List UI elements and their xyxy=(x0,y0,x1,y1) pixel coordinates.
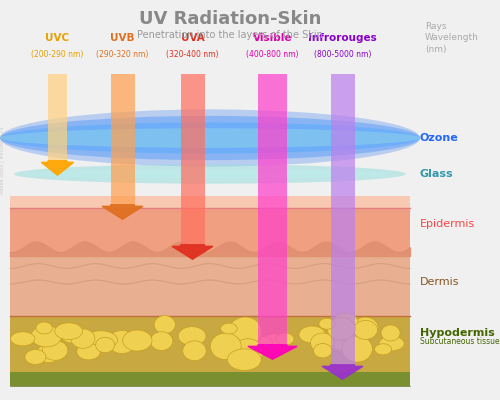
Ellipse shape xyxy=(42,340,68,360)
Text: UVA: UVA xyxy=(180,33,204,43)
Bar xyxy=(48,74,67,161)
Text: Penetration into the layers of the Skin: Penetration into the layers of the Skin xyxy=(137,30,323,40)
Bar xyxy=(180,74,204,245)
Text: Ozone: Ozone xyxy=(420,133,459,143)
Ellipse shape xyxy=(220,323,237,334)
Ellipse shape xyxy=(84,331,117,349)
Text: UV Radiation-Skin: UV Radiation-Skin xyxy=(139,10,321,28)
Ellipse shape xyxy=(154,316,176,334)
Ellipse shape xyxy=(71,329,95,348)
Ellipse shape xyxy=(0,116,420,160)
FancyArrow shape xyxy=(172,245,213,259)
Bar xyxy=(258,74,287,345)
FancyArrow shape xyxy=(102,205,143,219)
Ellipse shape xyxy=(327,332,358,350)
Ellipse shape xyxy=(250,336,273,350)
FancyArrow shape xyxy=(42,161,74,175)
Bar xyxy=(10,316,410,372)
Ellipse shape xyxy=(108,330,136,354)
Ellipse shape xyxy=(381,325,400,341)
Text: (200-290 nm): (200-290 nm) xyxy=(32,50,84,58)
Ellipse shape xyxy=(310,333,335,353)
Ellipse shape xyxy=(228,317,262,346)
Text: Epidermis: Epidermis xyxy=(420,219,475,229)
Ellipse shape xyxy=(264,334,284,348)
Text: Glass: Glass xyxy=(420,169,454,179)
Ellipse shape xyxy=(96,337,114,353)
Ellipse shape xyxy=(299,326,325,343)
Bar xyxy=(110,74,134,205)
Ellipse shape xyxy=(36,322,52,334)
Ellipse shape xyxy=(0,109,420,166)
Ellipse shape xyxy=(178,327,206,346)
Ellipse shape xyxy=(354,320,378,339)
Ellipse shape xyxy=(61,328,83,343)
Ellipse shape xyxy=(379,336,404,351)
Ellipse shape xyxy=(55,323,82,340)
Ellipse shape xyxy=(30,169,390,179)
Ellipse shape xyxy=(14,164,406,184)
Text: UVC: UVC xyxy=(46,33,70,43)
Text: Rays
Wavelength
(nm): Rays Wavelength (nm) xyxy=(425,22,479,54)
Text: (400-800 nm): (400-800 nm) xyxy=(246,50,299,58)
Ellipse shape xyxy=(77,344,100,360)
FancyArrow shape xyxy=(322,365,363,379)
Ellipse shape xyxy=(210,333,241,360)
Text: Hypodermis: Hypodermis xyxy=(420,328,495,338)
Ellipse shape xyxy=(228,349,262,370)
Text: (290-320 nm): (290-320 nm) xyxy=(96,50,148,58)
Ellipse shape xyxy=(37,344,61,363)
Ellipse shape xyxy=(122,330,152,351)
Text: UVB: UVB xyxy=(110,33,135,43)
Ellipse shape xyxy=(31,326,62,347)
Bar xyxy=(10,372,410,386)
Ellipse shape xyxy=(327,317,355,340)
Text: Dermis: Dermis xyxy=(420,277,460,287)
Bar xyxy=(10,208,410,254)
Ellipse shape xyxy=(232,339,264,364)
Ellipse shape xyxy=(182,341,206,361)
Bar xyxy=(10,254,410,316)
Ellipse shape xyxy=(0,128,420,148)
Ellipse shape xyxy=(314,344,332,358)
Text: Subcutaneous tissue: Subcutaneous tissue xyxy=(420,337,500,346)
Text: (320-400 nm): (320-400 nm) xyxy=(166,50,219,58)
Bar xyxy=(10,196,410,208)
Ellipse shape xyxy=(150,332,173,350)
Ellipse shape xyxy=(342,336,372,362)
Ellipse shape xyxy=(276,333,294,345)
Bar xyxy=(330,74,354,365)
Ellipse shape xyxy=(374,344,392,355)
Ellipse shape xyxy=(333,313,358,334)
Text: Infrorouges: Infrorouges xyxy=(308,33,377,43)
Text: (800-5000 nm): (800-5000 nm) xyxy=(314,50,371,58)
Ellipse shape xyxy=(0,122,420,154)
Ellipse shape xyxy=(25,350,46,364)
Text: Adobe Stock | #850669175: Adobe Stock | #850669175 xyxy=(0,126,6,194)
Ellipse shape xyxy=(353,317,378,338)
Text: Visible: Visible xyxy=(253,33,292,43)
Ellipse shape xyxy=(238,352,258,368)
Ellipse shape xyxy=(10,332,35,346)
FancyArrow shape xyxy=(248,345,297,359)
Ellipse shape xyxy=(319,318,335,329)
